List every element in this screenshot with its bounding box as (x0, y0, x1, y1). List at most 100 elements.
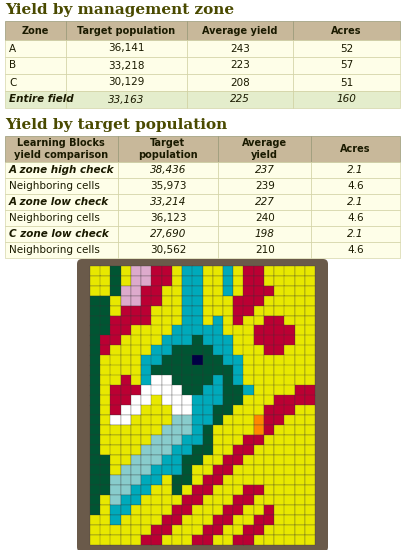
Bar (254, 465, 264, 475)
Bar (223, 495, 233, 505)
Bar (172, 326, 182, 336)
Bar (162, 425, 172, 436)
Bar (243, 445, 254, 455)
Bar (162, 475, 172, 485)
Bar (202, 445, 213, 455)
Bar (243, 365, 254, 376)
Bar (243, 326, 254, 336)
Bar (117, 226, 218, 242)
Bar (294, 495, 305, 505)
Bar (254, 475, 264, 485)
Bar (202, 316, 213, 326)
Bar (111, 306, 121, 316)
Bar (162, 515, 172, 525)
Bar (182, 285, 192, 296)
Bar (243, 455, 254, 465)
Bar (274, 535, 285, 545)
Bar (100, 485, 111, 495)
Bar (131, 455, 141, 465)
Bar (284, 326, 295, 336)
Bar (187, 57, 293, 74)
Bar (141, 415, 151, 426)
Bar (151, 425, 162, 436)
Bar (141, 425, 151, 436)
Bar (223, 445, 233, 455)
Bar (192, 525, 203, 535)
Bar (182, 276, 192, 286)
Bar (254, 515, 264, 525)
Bar (233, 425, 244, 436)
Bar (121, 276, 131, 286)
Bar (141, 276, 151, 286)
Bar (284, 495, 295, 505)
Bar (151, 285, 162, 296)
Bar (274, 285, 285, 296)
Bar (293, 40, 400, 57)
Bar (213, 365, 223, 376)
Bar (131, 355, 141, 366)
Text: A zone high check: A zone high check (9, 165, 115, 175)
Bar (274, 306, 285, 316)
Bar (182, 405, 192, 415)
Bar (182, 445, 192, 455)
Bar (243, 375, 254, 386)
Bar (141, 465, 151, 475)
Bar (111, 525, 121, 535)
Bar (100, 266, 111, 276)
Bar (162, 345, 172, 356)
Bar (254, 405, 264, 415)
Bar (218, 162, 311, 178)
Bar (223, 295, 233, 306)
Text: 239: 239 (255, 181, 275, 191)
Text: 160: 160 (337, 95, 357, 104)
Bar (213, 326, 223, 336)
Bar (243, 515, 254, 525)
Bar (172, 515, 182, 525)
Bar (254, 306, 264, 316)
Bar (172, 336, 182, 346)
Bar (254, 505, 264, 515)
Bar (274, 336, 285, 346)
Bar (264, 465, 275, 475)
Bar (223, 306, 233, 316)
Text: Acres: Acres (340, 144, 371, 154)
Bar (182, 295, 192, 306)
Bar (243, 355, 254, 366)
Bar (151, 395, 162, 405)
Bar (162, 375, 172, 386)
Bar (305, 285, 315, 296)
Bar (162, 385, 172, 395)
Bar (182, 415, 192, 426)
Bar (111, 355, 121, 366)
Bar (162, 395, 172, 405)
Bar (264, 395, 275, 405)
Bar (284, 395, 295, 405)
Bar (192, 455, 203, 465)
Bar (254, 445, 264, 455)
Bar (172, 365, 182, 376)
Text: 35,973: 35,973 (150, 181, 186, 191)
Bar (233, 515, 244, 525)
Bar (151, 385, 162, 395)
Bar (90, 415, 100, 426)
Bar (131, 395, 141, 405)
Bar (162, 295, 172, 306)
Bar (162, 445, 172, 455)
Bar (223, 475, 233, 485)
Bar (172, 465, 182, 475)
Bar (192, 336, 203, 346)
Text: 38,436: 38,436 (150, 165, 186, 175)
Bar (151, 336, 162, 346)
Bar (141, 295, 151, 306)
Bar (213, 355, 223, 366)
Bar (100, 405, 111, 415)
Bar (305, 485, 315, 495)
Bar (218, 210, 311, 226)
Bar (192, 395, 203, 405)
Bar (100, 395, 111, 405)
Bar (233, 365, 244, 376)
Bar (305, 465, 315, 475)
Bar (131, 336, 141, 346)
Bar (141, 326, 151, 336)
Bar (311, 178, 400, 194)
